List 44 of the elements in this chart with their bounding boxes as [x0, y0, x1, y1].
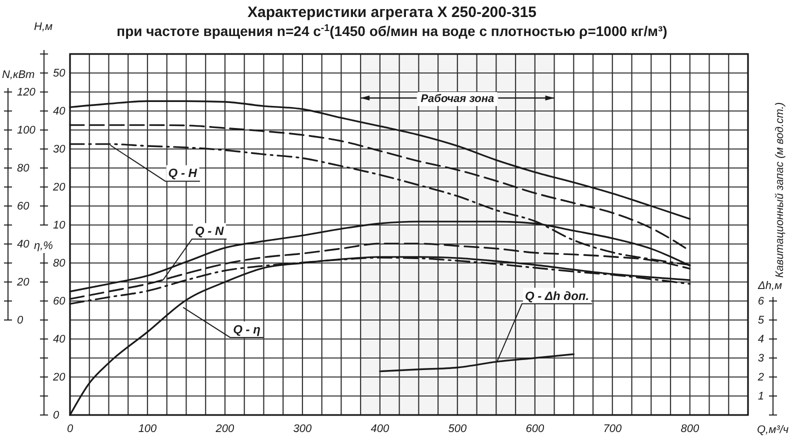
- y-axis-title: H,м: [34, 21, 53, 33]
- x-tick-label: 100: [138, 422, 158, 435]
- y-tick-label: 1: [758, 390, 764, 403]
- y2-tick-label: 80: [17, 162, 30, 175]
- y-tick-label: 5: [758, 314, 765, 327]
- y-tick-label: 40: [53, 106, 66, 118]
- x-tick-label: 800: [680, 422, 700, 435]
- line-series: [379, 353, 575, 372]
- x-tick-label: 500: [448, 422, 468, 435]
- text: Кавитационный запас (м вод.ст.): [774, 102, 786, 278]
- y-tick-label: 50: [53, 68, 66, 80]
- y-axis-title: Δh,м: [757, 280, 783, 292]
- annotation: Q - Δh доп.: [524, 288, 590, 303]
- x-tick-label: 300: [293, 422, 313, 435]
- annotation: Q - N: [194, 224, 224, 238]
- y-tick-label: 10: [53, 220, 66, 232]
- annotation: Q - H: [168, 166, 198, 180]
- x-tick-label: 200: [214, 422, 236, 435]
- chart-title: Характеристики агрегата Х 250-200-315: [247, 4, 537, 21]
- y2-tick-label: 120: [17, 86, 36, 99]
- x-tick-label: 600: [526, 422, 545, 435]
- annotation: Q - η: [233, 322, 260, 336]
- y3-tick-label: 80: [53, 258, 66, 270]
- chart-subtitle: при частоте вращения n=24 с$^{-1}$(1450 об/мин на воде с плотностью ρ=1000 кг/м³): [116, 22, 668, 39]
- y2-tick-label: 20: [16, 276, 30, 289]
- y-tick-label: 20: [52, 182, 66, 194]
- y-tick-label: 2: [756, 372, 764, 384]
- band-label: Рабочая зона: [420, 93, 494, 105]
- x-tick-label: 0: [66, 422, 74, 435]
- y-tick-label: 4: [758, 334, 764, 346]
- y2-tick-label: 100: [17, 124, 36, 137]
- y3-tick-label: 0: [53, 410, 60, 422]
- y2-tick-label: 40: [17, 238, 30, 251]
- y3-axis-title: η,%: [34, 240, 54, 252]
- y-tick-label: 3: [758, 352, 765, 365]
- x-tick-label: 700: [603, 422, 622, 435]
- y2-tick-label: 0: [17, 314, 24, 327]
- x-tick-label: 400: [370, 422, 390, 435]
- y2-axis-title: N,кВт: [2, 69, 35, 81]
- y3-tick-label: 60: [53, 296, 66, 308]
- y-tick-label: 30: [53, 144, 66, 156]
- y2-tick-label: 60: [17, 200, 30, 213]
- y-tick-label: 6: [758, 296, 765, 308]
- x-axis-title: Q,м³/ч: [757, 424, 789, 436]
